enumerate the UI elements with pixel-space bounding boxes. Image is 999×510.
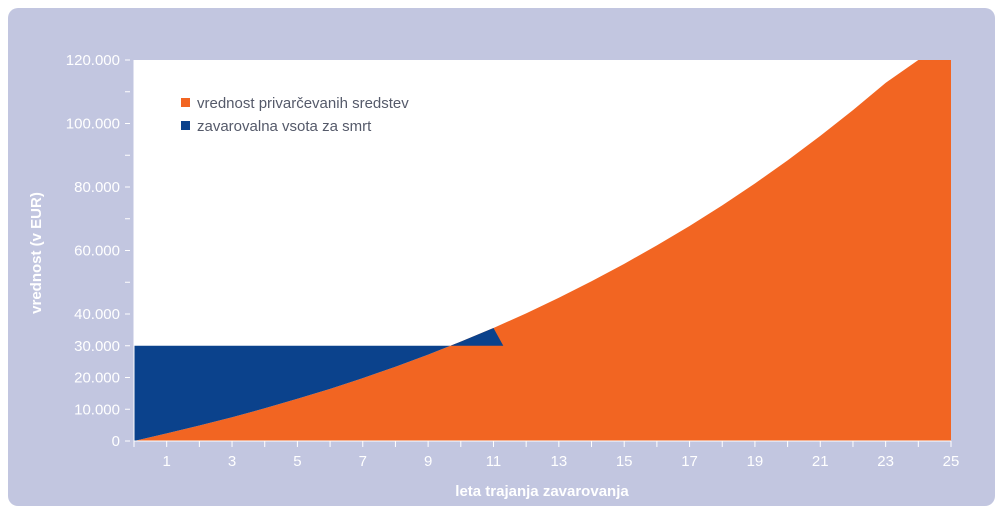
legend-label-savings: vrednost privarčevanih sredstev: [197, 95, 409, 112]
x-tick-label: 7: [359, 453, 367, 470]
y-tick-label: 40.000: [74, 306, 120, 323]
x-tick-label: 21: [812, 453, 829, 470]
x-tick-label: 15: [616, 453, 633, 470]
series-area-savings: [134, 60, 951, 441]
x-tick-label: 11: [486, 453, 502, 470]
y-axis-title: vrednost (v EUR): [28, 192, 45, 314]
y-tick-label: 100.000: [66, 116, 120, 133]
x-tick-label: 9: [424, 453, 432, 470]
y-tick-label: 80.000: [74, 179, 120, 196]
x-tick-label: 13: [550, 453, 567, 470]
y-tick-label: 60.000: [74, 243, 120, 260]
y-tick-label: 20.000: [74, 370, 120, 387]
legend-label-death-sum: zavarovalna vsota za smrt: [197, 118, 372, 135]
y-tick-label: 30.000: [74, 338, 120, 355]
y-tick-label: 120.000: [66, 52, 120, 69]
legend: vrednost privarčevanih sredstev zavarova…: [181, 95, 409, 135]
x-tick-label: 25: [943, 453, 960, 470]
x-tick-label: 3: [228, 453, 236, 470]
y-tick-label: 0: [112, 433, 120, 450]
x-axis-title: leta trajanja zavarovanja: [455, 483, 629, 500]
x-axis: 1 3 5 7 9 11 13 15 17 19 21 23 25: [133, 440, 960, 470]
x-tick-label: 17: [681, 453, 698, 470]
y-tick-label: 10.000: [74, 401, 120, 418]
x-tick-label: 23: [877, 453, 894, 470]
series-area-death-sum: [134, 327, 504, 441]
y-axis: 0 10.000 20.000 30.000 40.000 60.000 80.000 100…: [66, 52, 130, 450]
x-tick-label: 1: [163, 453, 171, 470]
x-tick-label: 5: [293, 453, 301, 470]
legend-swatch-savings: [181, 98, 190, 107]
legend-swatch-death-sum: [181, 121, 190, 130]
x-tick-label: 19: [747, 453, 764, 470]
